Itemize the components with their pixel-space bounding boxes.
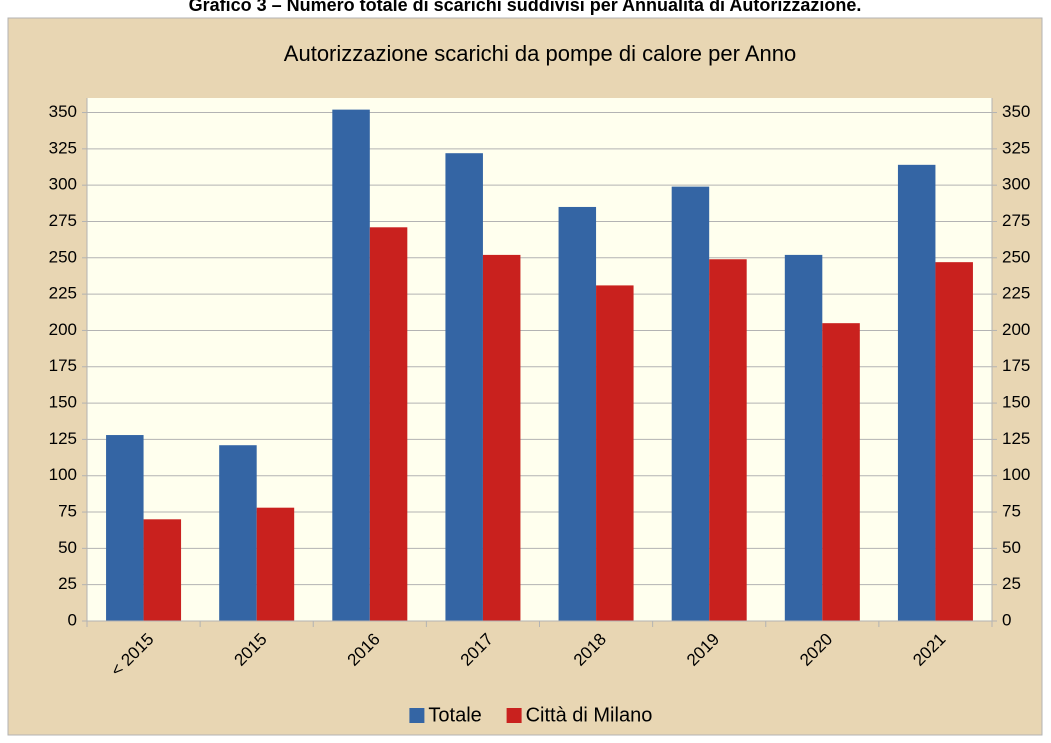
y-tick-label: 25 xyxy=(58,574,77,593)
bar xyxy=(935,262,973,621)
bar xyxy=(445,153,483,621)
legend-label: Città di Milano xyxy=(526,704,653,726)
y-tick-label: 50 xyxy=(58,538,77,557)
y-tick-label: 0 xyxy=(68,610,77,629)
legend-label: Totale xyxy=(428,704,481,726)
y2-tick-label: 125 xyxy=(1002,429,1030,448)
legend-swatch xyxy=(506,708,522,723)
bar xyxy=(822,323,860,621)
bar xyxy=(558,206,597,622)
y2-tick-label: 225 xyxy=(1002,284,1030,303)
y-tick-label: 150 xyxy=(49,393,77,412)
caption: Grafico 3 – Numero totale di scarichi su… xyxy=(189,0,862,15)
legend-swatch xyxy=(409,708,425,723)
y2-tick-label: 175 xyxy=(1002,356,1030,375)
bar xyxy=(106,435,144,621)
y-tick-label: 300 xyxy=(49,175,77,194)
y-tick-label: 325 xyxy=(49,138,77,157)
y2-tick-label: 275 xyxy=(1002,211,1030,230)
y2-tick-label: 325 xyxy=(1002,138,1030,157)
y2-tick-label: 25 xyxy=(1002,574,1021,593)
y-tick-label: 225 xyxy=(49,284,77,303)
y2-tick-label: 200 xyxy=(1002,320,1030,339)
bar xyxy=(143,519,182,621)
y2-tick-label: 300 xyxy=(1002,175,1030,194)
y-tick-label: 100 xyxy=(49,465,77,484)
y-tick-label: 125 xyxy=(49,429,77,448)
y2-tick-label: 350 xyxy=(1002,102,1030,121)
y2-tick-label: 150 xyxy=(1002,393,1030,412)
bar xyxy=(897,164,936,622)
y-tick-label: 350 xyxy=(49,102,77,121)
bar xyxy=(219,445,257,621)
bar xyxy=(671,186,710,621)
bar xyxy=(332,109,370,621)
y-tick-label: 75 xyxy=(58,502,77,521)
bar xyxy=(784,254,823,621)
y-tick-label: 250 xyxy=(49,247,77,266)
y-tick-label: 200 xyxy=(49,320,77,339)
y-tick-label: 175 xyxy=(49,356,77,375)
y2-tick-label: 0 xyxy=(1002,610,1011,629)
bar xyxy=(369,227,408,621)
y2-tick-label: 75 xyxy=(1002,502,1021,521)
bar xyxy=(256,507,295,621)
bar xyxy=(596,285,634,621)
y2-tick-label: 50 xyxy=(1002,538,1021,557)
bar xyxy=(482,254,521,621)
bar xyxy=(709,259,747,621)
y2-tick-label: 250 xyxy=(1002,247,1030,266)
y2-tick-label: 100 xyxy=(1002,465,1030,484)
y-tick-label: 275 xyxy=(49,211,77,230)
chart-title: Autorizzazione scarichi da pompe di calo… xyxy=(284,41,796,66)
